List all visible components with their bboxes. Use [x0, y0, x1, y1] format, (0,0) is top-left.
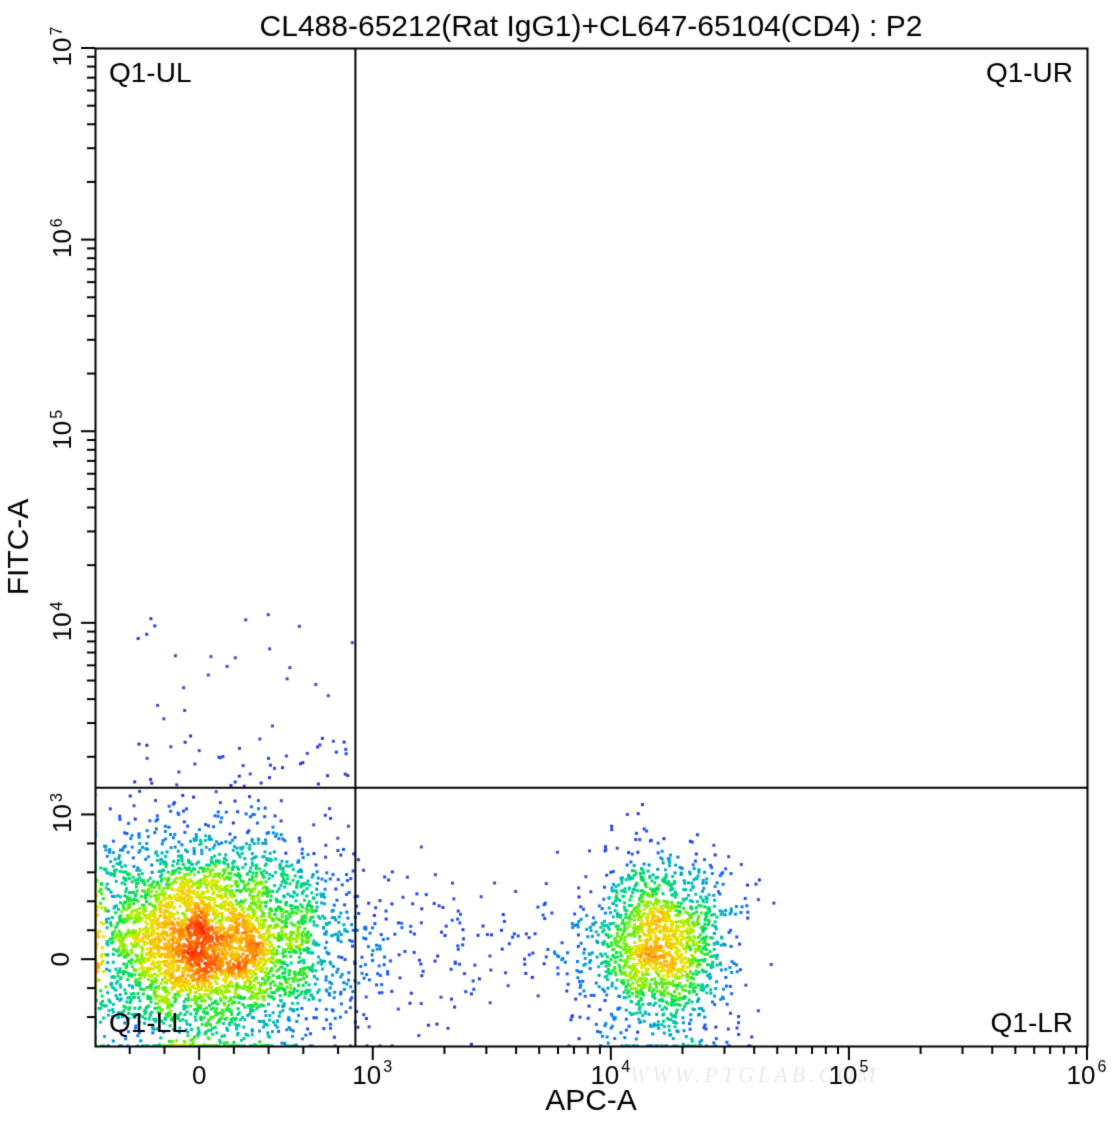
chart-stage: WWW.PTGLAB.COM — [0, 0, 1115, 1134]
scatter-canvas — [0, 0, 1115, 1134]
